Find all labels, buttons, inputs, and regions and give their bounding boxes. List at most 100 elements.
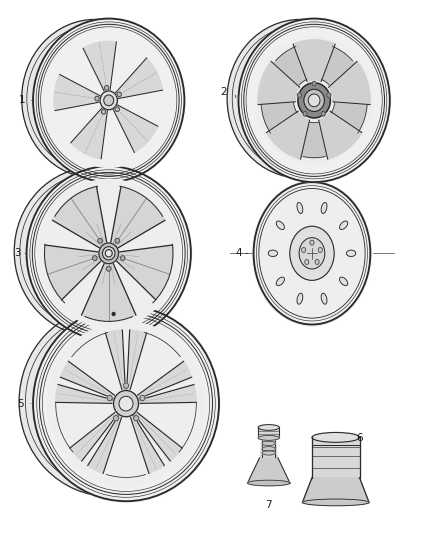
Polygon shape [70,413,117,461]
Polygon shape [261,102,297,131]
Ellipse shape [238,19,390,182]
Ellipse shape [262,441,276,446]
Polygon shape [301,122,327,158]
Ellipse shape [119,396,133,411]
Ellipse shape [298,83,330,118]
Polygon shape [328,61,370,104]
Ellipse shape [47,34,171,167]
Ellipse shape [124,383,129,388]
Ellipse shape [26,165,192,341]
Ellipse shape [258,425,279,430]
Text: 6: 6 [356,433,363,443]
Polygon shape [56,384,113,403]
Ellipse shape [98,238,102,243]
Ellipse shape [346,250,356,256]
Text: 3: 3 [14,248,21,259]
Ellipse shape [95,96,99,101]
Ellipse shape [261,191,364,316]
Ellipse shape [101,109,106,114]
Ellipse shape [308,94,320,107]
Ellipse shape [310,240,314,245]
Text: 5: 5 [17,399,23,409]
Ellipse shape [27,166,191,341]
Polygon shape [293,40,335,82]
Ellipse shape [315,260,319,264]
Polygon shape [60,361,114,398]
Ellipse shape [99,243,119,264]
Ellipse shape [339,221,348,230]
Polygon shape [267,111,310,159]
Ellipse shape [262,451,276,455]
Ellipse shape [105,249,112,257]
Ellipse shape [106,266,111,271]
Ellipse shape [113,416,118,421]
Ellipse shape [304,89,325,111]
Ellipse shape [100,91,117,110]
Ellipse shape [297,293,303,304]
Ellipse shape [327,93,331,98]
Polygon shape [81,262,136,321]
Polygon shape [273,47,307,86]
Polygon shape [135,413,182,461]
Ellipse shape [339,277,348,286]
Ellipse shape [104,95,114,106]
Ellipse shape [115,238,120,243]
Polygon shape [53,187,107,249]
Polygon shape [140,384,196,403]
Ellipse shape [321,203,327,213]
Ellipse shape [262,447,276,451]
Ellipse shape [321,111,325,116]
Ellipse shape [227,19,374,178]
Text: 4: 4 [235,248,242,259]
Ellipse shape [268,250,278,256]
Ellipse shape [39,179,179,327]
Ellipse shape [247,480,290,486]
Polygon shape [115,245,173,300]
Polygon shape [303,478,369,503]
Ellipse shape [134,416,139,421]
Ellipse shape [112,312,115,316]
Text: 2: 2 [220,87,226,98]
Ellipse shape [299,238,325,269]
Polygon shape [322,47,355,86]
Ellipse shape [113,391,138,417]
Ellipse shape [32,305,220,502]
Ellipse shape [312,432,360,442]
Polygon shape [247,458,290,483]
Polygon shape [115,58,162,99]
Ellipse shape [120,256,125,261]
Polygon shape [332,102,367,131]
Ellipse shape [22,19,169,178]
Ellipse shape [102,247,115,260]
Ellipse shape [297,93,302,98]
Ellipse shape [107,395,112,401]
Ellipse shape [258,435,279,440]
Polygon shape [113,105,158,152]
Ellipse shape [276,277,284,286]
Ellipse shape [32,18,185,183]
Ellipse shape [303,111,307,116]
Ellipse shape [305,260,309,264]
Polygon shape [319,111,362,159]
Ellipse shape [19,307,199,496]
Ellipse shape [33,19,184,182]
Polygon shape [312,438,360,478]
Ellipse shape [33,306,219,501]
Polygon shape [106,330,125,390]
Ellipse shape [290,226,334,280]
Polygon shape [54,75,100,111]
Ellipse shape [312,82,316,86]
Ellipse shape [48,322,204,486]
Polygon shape [138,361,192,398]
Ellipse shape [252,181,371,326]
Ellipse shape [297,203,303,213]
Text: 7: 7 [265,500,272,510]
Polygon shape [258,427,279,438]
Polygon shape [258,61,300,104]
Ellipse shape [318,247,322,253]
Polygon shape [127,330,147,390]
Ellipse shape [238,18,391,183]
Polygon shape [131,416,164,473]
Text: 1: 1 [19,95,25,106]
Polygon shape [71,108,107,159]
